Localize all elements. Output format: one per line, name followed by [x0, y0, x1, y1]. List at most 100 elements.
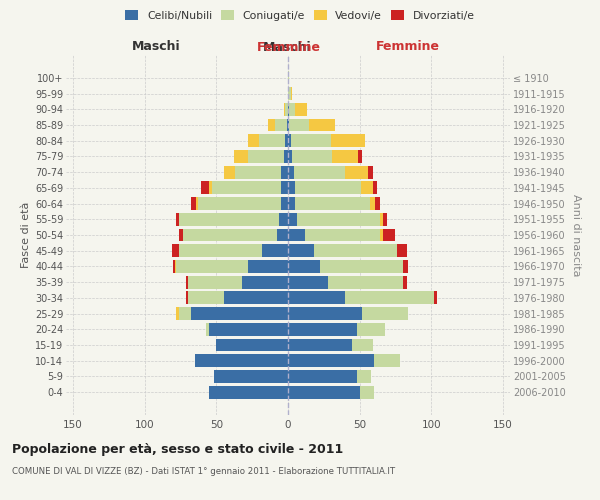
Bar: [187, 292, 188, 304]
Bar: [288, 134, 291, 147]
Bar: [288, 260, 320, 273]
Bar: [176, 307, 179, 320]
Bar: [191, 197, 196, 210]
Bar: [242, 276, 288, 288]
Bar: [288, 213, 296, 226]
Bar: [259, 134, 285, 147]
Bar: [295, 103, 307, 116]
Bar: [184, 228, 277, 241]
Bar: [352, 338, 373, 351]
Bar: [288, 182, 295, 194]
Bar: [179, 307, 191, 320]
Bar: [295, 197, 370, 210]
Bar: [287, 118, 288, 132]
Bar: [345, 292, 434, 304]
Bar: [248, 134, 259, 147]
Text: Popolazione per età, sesso e stato civile - 2011: Popolazione per età, sesso e stato civil…: [12, 442, 343, 456]
Bar: [200, 182, 209, 194]
Bar: [374, 354, 400, 367]
Bar: [173, 260, 175, 273]
Text: Maschi: Maschi: [131, 40, 181, 52]
Bar: [288, 292, 345, 304]
Bar: [191, 307, 288, 320]
Bar: [288, 338, 352, 351]
Bar: [288, 386, 359, 398]
Bar: [188, 276, 242, 288]
Bar: [403, 260, 409, 273]
Bar: [332, 150, 358, 163]
Bar: [280, 213, 288, 226]
Bar: [209, 182, 212, 194]
Bar: [291, 87, 292, 100]
Bar: [291, 134, 331, 147]
Bar: [281, 197, 288, 210]
Bar: [176, 260, 248, 273]
Bar: [206, 323, 209, 336]
Bar: [284, 150, 288, 163]
Bar: [214, 370, 288, 383]
Bar: [212, 182, 281, 194]
Bar: [235, 166, 281, 178]
Bar: [295, 182, 361, 194]
Bar: [285, 103, 288, 116]
Bar: [359, 386, 374, 398]
Bar: [176, 213, 179, 226]
Bar: [383, 213, 387, 226]
Bar: [288, 166, 294, 178]
Bar: [292, 150, 332, 163]
Bar: [224, 166, 235, 178]
Bar: [281, 182, 288, 194]
Bar: [179, 228, 184, 241]
Bar: [370, 197, 376, 210]
Bar: [380, 213, 383, 226]
Bar: [275, 118, 287, 132]
Bar: [288, 244, 314, 257]
Bar: [288, 276, 328, 288]
Y-axis label: Anni di nascita: Anni di nascita: [571, 194, 581, 276]
Bar: [296, 213, 380, 226]
Bar: [397, 244, 407, 257]
Text: Maschi: Maschi: [263, 41, 311, 54]
Bar: [288, 323, 357, 336]
Bar: [373, 182, 377, 194]
Bar: [217, 338, 288, 351]
Bar: [198, 197, 281, 210]
Bar: [320, 260, 403, 273]
Bar: [288, 370, 357, 383]
Bar: [368, 166, 373, 178]
Legend: Celibi/Nubili, Coniugati/e, Vedovi/e, Divorziati/e: Celibi/Nubili, Coniugati/e, Vedovi/e, Di…: [124, 8, 476, 23]
Bar: [328, 276, 403, 288]
Bar: [288, 103, 289, 116]
Bar: [288, 118, 289, 132]
Bar: [285, 134, 288, 147]
Bar: [380, 228, 383, 241]
Bar: [305, 228, 380, 241]
Bar: [209, 386, 288, 398]
Bar: [248, 260, 288, 273]
Bar: [362, 307, 409, 320]
Bar: [289, 118, 310, 132]
Bar: [357, 323, 385, 336]
Bar: [361, 182, 373, 194]
Bar: [288, 87, 291, 100]
Bar: [294, 166, 345, 178]
Bar: [175, 260, 176, 273]
Bar: [358, 150, 362, 163]
Bar: [281, 166, 288, 178]
Bar: [195, 354, 288, 367]
Bar: [196, 197, 198, 210]
Bar: [187, 276, 188, 288]
Bar: [288, 354, 374, 367]
Bar: [310, 118, 335, 132]
Bar: [288, 72, 289, 85]
Bar: [179, 244, 262, 257]
Text: COMUNE DI VAL DI VIZZE (BZ) - Dati ISTAT 1° gennaio 2011 - Elaborazione TUTTITAL: COMUNE DI VAL DI VIZZE (BZ) - Dati ISTAT…: [12, 468, 395, 476]
Bar: [248, 150, 284, 163]
Bar: [268, 118, 275, 132]
Bar: [233, 150, 248, 163]
Bar: [288, 307, 362, 320]
Bar: [224, 292, 288, 304]
Bar: [172, 244, 179, 257]
Y-axis label: Fasce di età: Fasce di età: [20, 202, 31, 268]
Bar: [345, 166, 368, 178]
